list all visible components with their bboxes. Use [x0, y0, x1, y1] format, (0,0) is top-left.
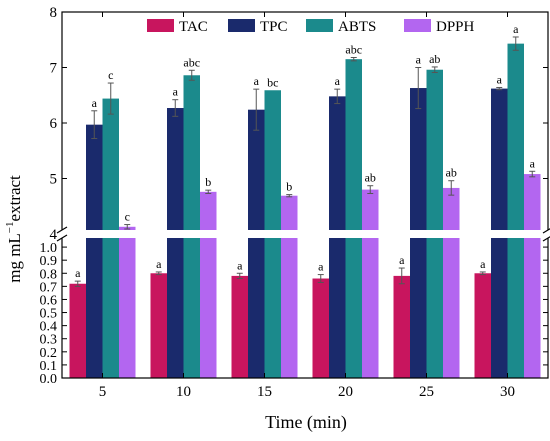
y-tick-label: 0.2 [40, 346, 58, 361]
y-tick-label: 0.7 [40, 280, 58, 295]
bar-tpc [86, 124, 103, 378]
significance-letter: a [416, 53, 422, 67]
y-tick-label: 5 [50, 172, 58, 188]
y-tick-label: 4 [50, 227, 58, 243]
x-tick-label: 5 [99, 384, 107, 400]
significance-letter: a [237, 258, 243, 272]
bar-abts [102, 98, 119, 378]
axis-break-mark [542, 236, 550, 242]
y-tick-label: 0.1 [40, 359, 58, 374]
significance-letter: a [156, 257, 162, 271]
bar-tpc [167, 108, 184, 378]
legend-swatch-abts [306, 19, 333, 32]
bar-tac [393, 275, 410, 378]
x-tick-label: 10 [176, 384, 191, 400]
significance-letter: a [318, 260, 324, 274]
bar-abts [426, 69, 443, 378]
axis-break-mark [56, 234, 68, 242]
significance-letter: a [530, 156, 536, 170]
x-axis-label: Time (min) [265, 412, 347, 433]
plot-frame [61, 11, 549, 379]
bar-tac [150, 273, 167, 378]
legend-swatch-tac [147, 19, 174, 32]
y-tick-label: 0.0 [40, 372, 58, 387]
x-tick-label: 25 [419, 384, 434, 400]
y-axis-label: mg mL−1extract [4, 175, 24, 283]
y-tick-label: 0.4 [40, 320, 58, 335]
y-axis-label-main: mg mL [5, 233, 24, 283]
y-axis-label-superscript: −1 [4, 221, 16, 233]
legend-swatch-dpph [404, 19, 431, 32]
legend-label-tac: TAC [179, 19, 208, 35]
bar-abts [345, 59, 362, 379]
x-tick-label: 15 [257, 384, 272, 400]
x-tick-label: 20 [338, 384, 353, 400]
significance-letter: a [92, 96, 98, 110]
significance-letter: a [513, 22, 519, 36]
y-tick-label: 0.6 [40, 293, 58, 308]
y-tick-label: 0.5 [40, 307, 58, 322]
significance-letter: ab [365, 171, 376, 185]
bar-tac [231, 275, 248, 378]
significance-letter: c [108, 68, 113, 82]
bar-tac [312, 278, 329, 378]
axis-break-mark [542, 228, 550, 234]
x-tick-label: 30 [500, 384, 515, 400]
bar-dpph [119, 226, 136, 378]
bar-dpph [281, 195, 298, 378]
bar-tac [474, 273, 491, 378]
significance-letter: a [335, 74, 341, 88]
legend-label-tpc: TPC [260, 19, 288, 35]
y-tick-label: 6 [50, 116, 58, 132]
significance-letter: c [125, 210, 130, 224]
significance-letter: a [497, 72, 503, 86]
y-tick-label: 8 [50, 5, 58, 21]
y-tick-label: 0.9 [40, 254, 58, 269]
significance-letter: bc [267, 75, 278, 89]
y-tick-label: 1.0 [40, 241, 58, 256]
y-tick-label: 0.3 [40, 333, 58, 348]
legend-swatch-tpc [228, 19, 255, 32]
significance-letter: ab [429, 52, 440, 66]
significance-letter: b [205, 175, 211, 189]
bar-dpph [524, 174, 541, 378]
significance-letter: abc [345, 43, 362, 57]
axis-break-mark [56, 226, 68, 234]
bar-tac [69, 283, 86, 378]
significance-letter: a [75, 266, 81, 280]
significance-letter: a [480, 257, 486, 271]
significance-letter: a [254, 74, 260, 88]
axis-break-band [59, 230, 550, 238]
bar-abts [507, 43, 524, 378]
significance-letter: a [399, 253, 405, 267]
y-tick-label: 7 [50, 61, 58, 77]
axes-layer: 5 10 15 20 25 30 0.00.10.20.30.40.50.60.70.80.… [40, 5, 550, 400]
bar-dpph [200, 191, 217, 378]
bar-abts [183, 75, 200, 379]
legend-label-dpph: DPPH [436, 19, 475, 35]
significance-letter: abc [183, 55, 200, 69]
y-tick-label: 0.8 [40, 267, 58, 282]
bar-dpph [362, 189, 379, 378]
legend: TAC TPC ABTS DPPH [147, 19, 475, 35]
legend-label-abts: ABTS [338, 19, 376, 35]
significance-letter: a [173, 85, 179, 99]
bar-tpc [248, 109, 265, 379]
significance-letter: ab [446, 166, 457, 180]
significance-letter: b [286, 180, 292, 194]
y-axis-label-rest: extract [5, 175, 24, 222]
bar-dpph [443, 187, 460, 378]
